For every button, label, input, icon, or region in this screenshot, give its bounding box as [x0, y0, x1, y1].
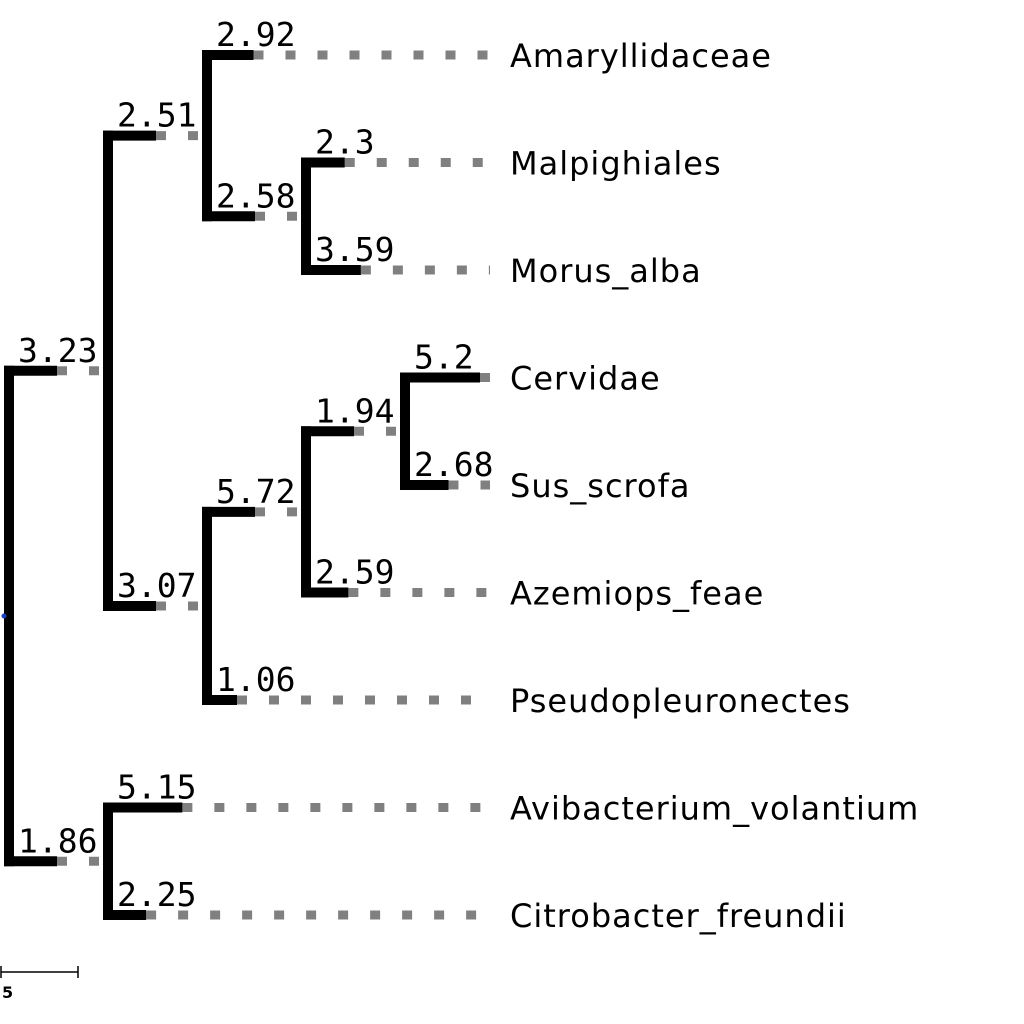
branch-length-tip-azemiops-feae: 2.59 [315, 553, 394, 592]
tip-amaryllidaceae-label: Amaryllidaceae [510, 37, 772, 75]
branch-length-tip-morus-alba: 3.59 [315, 230, 394, 269]
tip-citrobacter-freundii-label: Citrobacter_freundii [510, 897, 847, 935]
scale-bar: 5 [0, 966, 79, 1002]
branch-length-labels: 3.23 2.51 2.92 2.58 2.3 3.59 3.07 5.72 1.94 5.2 2.… [18, 15, 493, 914]
branch-length-cladeA2: 3.07 [117, 566, 196, 605]
branch-length-tip-cervidae: 5.2 [414, 338, 474, 377]
guide-lines [57, 50, 490, 920]
root-node [1, 613, 7, 619]
branch-length-tip-avibacterium-volantium: 5.15 [117, 768, 196, 807]
tip-cervidae-label: Cervidae [510, 360, 661, 398]
branch-length-cladeA2a: 5.72 [216, 472, 295, 511]
branch-length-tip-sus-scrofa: 2.68 [414, 445, 493, 484]
branch-length-tip-malpighiales: 2.3 [315, 123, 375, 162]
branch-length-cladeA1b: 2.58 [216, 176, 295, 215]
tip-pseudopleuronectes-label: Pseudopleuronectes [510, 682, 851, 720]
branch-length-tip-citrobacter-freundii: 2.25 [117, 875, 196, 914]
branch-length-tip-pseudopleuronectes: 1.06 [216, 660, 295, 699]
tip-labels: Amaryllidaceae Malpighiales Morus_alba Cerv… [510, 37, 919, 935]
tip-malpighiales-label: Malpighiales [510, 145, 722, 183]
branch-length-cladeA2a1: 1.94 [315, 391, 394, 430]
tip-morus-alba-label: Morus_alba [510, 252, 702, 290]
branch-length-cladeB: 1.86 [18, 821, 97, 860]
tip-azemiops-feae-label: Azemiops_feae [510, 575, 764, 613]
branch-length-cladeA: 3.23 [18, 331, 97, 370]
tip-sus-scrofa-label: Sus_scrofa [510, 467, 690, 505]
branch-length-tip-amaryllidaceae: 2.92 [216, 15, 295, 54]
scale-bar-label: 5 [2, 983, 13, 1002]
branch-length-cladeA1: 2.51 [117, 96, 196, 135]
tree-branches [4, 50, 480, 920]
tip-avibacterium-volantium-label: Avibacterium_volantium [510, 790, 919, 828]
